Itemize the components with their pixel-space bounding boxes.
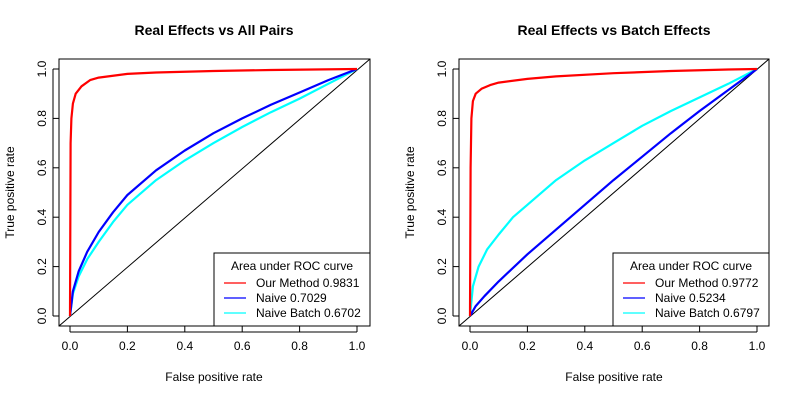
chart-panel-1: Real Effects vs All Pairs 0.0 0.2 0.4 0.6 0.8…: [3, 22, 371, 384]
x-tick-label: 0.4: [576, 339, 593, 353]
series-line-1: [468, 67, 758, 317]
x-tick-label: 0.6: [634, 339, 651, 353]
legend-entry: Our Method 0.9772: [655, 276, 759, 290]
x-tick-label: 0.0: [462, 339, 479, 353]
chart-panel-2: Real Effects vs Batch Effects 0.0 0.2 0.4 0.…: [403, 22, 770, 384]
legend-box: [612, 252, 770, 327]
series-line-1: [68, 67, 358, 317]
x-tick-label: 0.6: [234, 339, 251, 353]
x-tick-label: 0.2: [119, 339, 136, 353]
x-tick-label: 1.0: [749, 339, 766, 353]
legend-title: Area under ROC curve: [630, 259, 752, 273]
series-line-3: [468, 68, 758, 317]
x-tick-label: 1.0: [349, 339, 366, 353]
y-tick-label: 0.4: [35, 209, 49, 226]
x-tick-label: 0.8: [691, 339, 708, 353]
series-line-2: [469, 68, 758, 317]
y-tick-label: 0.8: [435, 110, 449, 127]
y-axis-label: True positive rate: [403, 146, 417, 239]
legend-entry: Naive Batch 0.6797: [655, 306, 760, 320]
legend-entry: Naive 0.7029: [256, 291, 327, 305]
x-axis-label: False positive rate: [165, 370, 263, 384]
y-tick-label: 0.6: [35, 159, 49, 176]
y-tick-label: 0.0: [35, 307, 49, 324]
reference-diagonal: [58, 58, 371, 327]
y-axis-label: True positive rate: [3, 146, 17, 239]
x-tick-label: 0.8: [291, 339, 308, 353]
reference-diagonal: [458, 58, 770, 327]
y-tick-label: 1.0: [35, 60, 49, 77]
y-tick-label: 0.2: [435, 258, 449, 275]
x-tick-label: 0.4: [176, 339, 193, 353]
series-line-3: [68, 68, 358, 317]
chart-title: Real Effects vs All Pairs: [134, 22, 293, 38]
y-tick-label: 0.2: [35, 258, 49, 275]
y-tick-label: 0.8: [35, 110, 49, 127]
x-tick-label: 0.0: [62, 339, 79, 353]
legend-entry: Our Method 0.9831: [256, 276, 360, 290]
y-tick-label: 0.0: [435, 307, 449, 324]
legend-entry: Naive 0.5234: [655, 291, 726, 305]
x-tick-label: 0.2: [519, 339, 536, 353]
y-tick-label: 0.6: [435, 159, 449, 176]
legend-box: [213, 252, 371, 327]
y-tick-label: 1.0: [435, 60, 449, 77]
series-line-2: [68, 67, 358, 317]
x-axis-label: False positive rate: [565, 370, 663, 384]
legend-title: Area under ROC curve: [231, 259, 353, 273]
legend-entry: Naive Batch 0.6702: [256, 306, 361, 320]
y-tick-label: 0.4: [435, 209, 449, 226]
chart-title: Real Effects vs Batch Effects: [518, 22, 711, 38]
